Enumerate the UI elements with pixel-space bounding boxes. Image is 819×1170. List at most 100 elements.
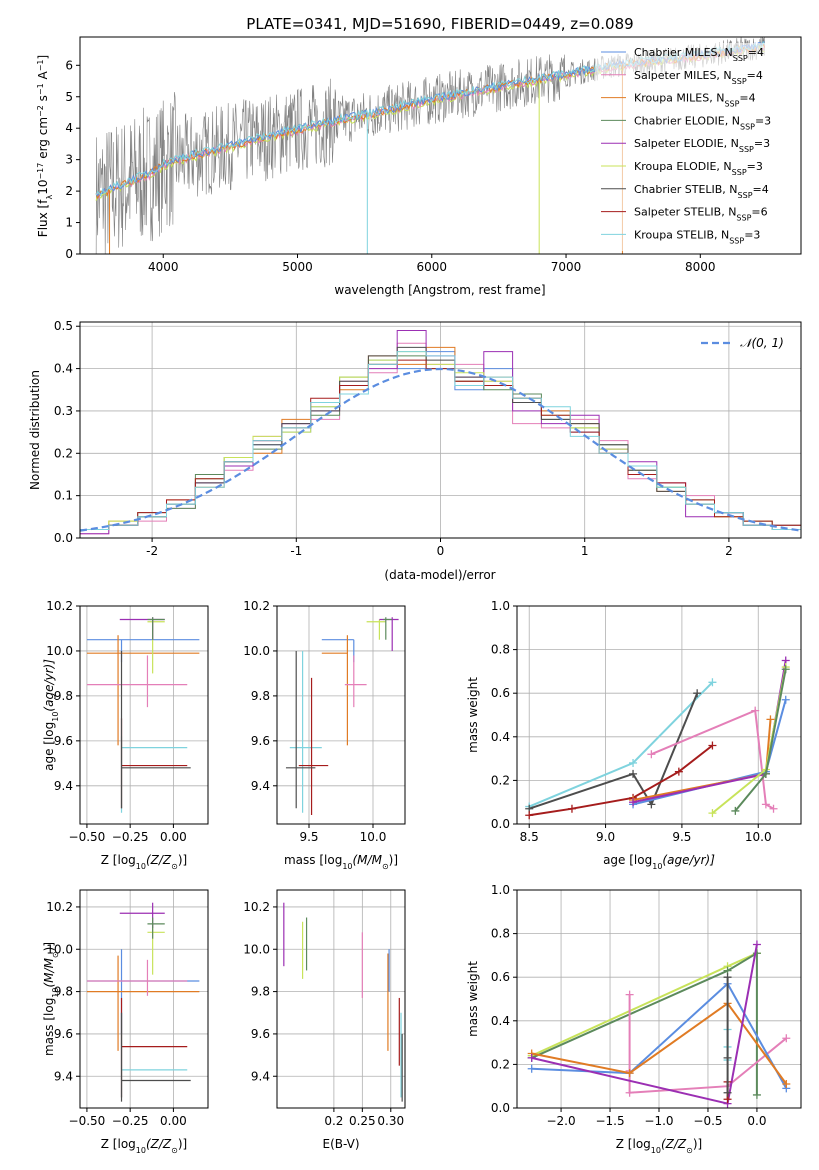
label-part: (Z/Z <box>146 853 172 867</box>
weight-marker-kroupa_miles <box>625 1069 634 1078</box>
label-part: −17 <box>36 163 45 180</box>
mass_vs_Z-axes: −0.50 −0.25 0.009.49.69.810.010.2Z [log10(… <box>42 889 209 1155</box>
weight-marker-chabrier_elodie <box>761 769 770 778</box>
age_vs_Z-axes: −0.50 −0.25 0.009.49.69.810.010.2Z [log10(… <box>42 599 209 871</box>
weight-marker-salpeter_miles <box>647 750 656 759</box>
weight-marker-kroupa_stelib <box>629 758 638 767</box>
y-tick-label: 0.2 <box>54 446 73 460</box>
plot-area <box>86 617 200 813</box>
y-tick-label: 0.6 <box>491 970 510 984</box>
label-part: =3 <box>747 160 763 173</box>
y-axis-label: age [log10(age/yr)] <box>42 659 60 771</box>
weight-marker-salpeter_miles <box>782 1034 791 1043</box>
label-part: 10 <box>342 862 352 871</box>
histogram-axes: -2 -1 0 1 2 0.0 0.1 0.2 0.3 0.4 0.5 (data-model)/er… <box>28 319 802 582</box>
label-part: Z [log <box>616 1137 651 1151</box>
legend-entry: Salpeter STELIB, NSSP=6 <box>634 206 768 223</box>
label-part: =3 <box>754 137 770 150</box>
mass_weight_vs_Z-axes: −2.0 −1.5 −1.0 −0.5 0.0 0.0 0.2 0.4 0.6 0.8 1.0 Z [… <box>466 883 802 1155</box>
y-tick-label: 10.2 <box>243 900 270 914</box>
weight-line-kroupa_miles <box>531 1002 788 1085</box>
label-part: SSP <box>738 190 753 199</box>
label-part: −2 <box>36 105 45 117</box>
plot-area <box>86 902 200 1102</box>
x-tick-label: 0.00 <box>160 1114 187 1128</box>
weight-marker-chabrier_miles <box>527 1064 536 1073</box>
weight-marker-chabrier_stelib <box>629 769 638 778</box>
y-tick-label: 9.8 <box>251 985 270 999</box>
weight-marker-salpeter_stelib <box>674 767 683 776</box>
axes-frame <box>79 36 802 255</box>
x-tick-label: −0.5 <box>693 1114 722 1128</box>
label-part: Salpeter ELODIE, N <box>634 137 739 150</box>
weight-marker-salpeter_miles <box>625 1088 634 1097</box>
label-part: 10 <box>651 1146 661 1155</box>
label-part: Salpeter MILES, N <box>634 69 732 82</box>
y-axis-label: Normed distribution <box>28 370 42 490</box>
weight-marker-salpeter_miles <box>769 804 778 813</box>
label-part: SSP <box>739 145 754 154</box>
label-part: =3 <box>755 114 771 127</box>
label-part: ⊙ <box>51 951 60 958</box>
x-axis-label: Z [log10(Z/Z⊙)] <box>101 853 187 871</box>
y-tick-label: 9.4 <box>54 779 73 793</box>
label-part: SSP <box>732 76 747 85</box>
label-part: (Z/Z <box>146 1137 172 1151</box>
y-tick-label: 1.0 <box>491 883 510 897</box>
x-tick-label: 10.0 <box>360 830 387 844</box>
label-part: age [log <box>603 853 652 867</box>
x-tick-label: 9.5 <box>299 830 318 844</box>
mass_weight_vs_age-axes: 8.5 9.0 9.5 10.0 0.0 0.2 0.4 0.6 0.8 1.0 age [log1… <box>466 599 802 871</box>
label-part: (M/M <box>42 957 56 987</box>
label-part: mass [log <box>284 853 342 867</box>
x-tick-label: 8000 <box>685 260 716 274</box>
label-part: (age/yr)] <box>42 659 56 712</box>
weight-marker-salpeter_stelib <box>525 811 534 820</box>
x-tick-label: -1 <box>290 544 302 558</box>
label-part: (M/M <box>353 853 383 867</box>
x-tick-label: 10.0 <box>745 830 772 844</box>
plot-area <box>527 940 791 1108</box>
y-tick-label: 0.8 <box>491 927 510 941</box>
y-tick-label: 9.6 <box>54 1027 73 1041</box>
label-part: ⊙ <box>171 862 178 871</box>
weight-marker-chabrier_stelib <box>723 973 732 982</box>
label-part: =4 <box>747 69 763 82</box>
y-tick-label: 0.0 <box>54 531 73 545</box>
x-axis-label: (data-model)/error <box>384 568 495 582</box>
y-tick-label: 10.0 <box>46 942 73 956</box>
legend-entry: Kroupa ELODIE, NSSP=3 <box>634 160 763 177</box>
label-part: )] <box>178 1137 187 1151</box>
weight-marker-salpeter_miles <box>625 990 634 999</box>
weight-line-salpeter_miles <box>651 709 774 810</box>
label-part: ⊙ <box>382 862 389 871</box>
x-tick-label: 2 <box>725 544 733 558</box>
label-part: ] <box>36 55 50 60</box>
label-part: =6 <box>751 206 767 219</box>
y-tick-label: 9.6 <box>251 734 270 748</box>
y-tick-label: 3 <box>65 153 73 167</box>
label-part: )] <box>178 853 187 867</box>
label-part: age [log <box>42 722 56 771</box>
y-axis-label: mass weight <box>466 961 480 1037</box>
y-tick-label: 1.0 <box>491 599 510 613</box>
label-part: SSP <box>736 213 751 222</box>
x-tick-label: 0 <box>437 544 445 558</box>
y-tick-label: 9.6 <box>54 734 73 748</box>
axes-frame <box>516 605 802 825</box>
label-part: =4 <box>753 183 769 196</box>
y-tick-label: 0.2 <box>491 773 510 787</box>
x-axis-label: E(B-V) <box>322 1137 359 1151</box>
legend-entry: Chabrier ELODIE, NSSP=3 <box>634 114 771 130</box>
weight-marker-salpeter_elodie <box>527 1053 536 1062</box>
weight-marker-kroupa_elodie <box>708 809 717 818</box>
x-tick-label: 0.30 <box>377 1114 404 1128</box>
y-tick-label: 2 <box>65 184 73 198</box>
x-axis-label: Z [log10(Z/Z⊙)] <box>616 1137 702 1155</box>
y-tick-label: 0.8 <box>491 643 510 657</box>
x-tick-label: 5000 <box>282 260 313 274</box>
label-part: 10 <box>51 987 60 997</box>
axes-frame <box>79 889 209 1109</box>
legend-entry: 𝒩(0, 1) <box>740 336 784 350</box>
weight-line-chabrier_stelib <box>528 692 699 810</box>
